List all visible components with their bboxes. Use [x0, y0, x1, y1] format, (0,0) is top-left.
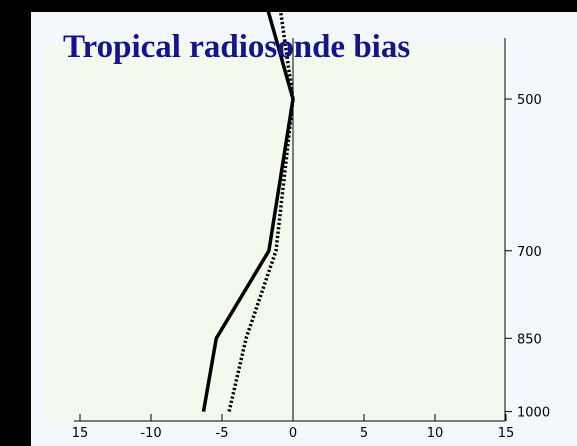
y-tick-label: 500 [517, 93, 542, 108]
x-tick-label: -5 [216, 426, 229, 441]
y-tick-label: 1000 [517, 406, 550, 421]
x-tick-label: 15 [498, 426, 515, 441]
x-tick-label: -10 [140, 426, 161, 441]
chart-title: Tropical radiosonde bias [63, 29, 410, 65]
dotted-bias-line [227, 0, 295, 412]
y-tick-label: 400 [517, 0, 542, 7]
x-tick-label: 10 [427, 426, 444, 441]
x-tick-label: 15 [72, 426, 89, 441]
solid-bias-line [201, 0, 295, 412]
y-tick-label: 850 [517, 332, 542, 347]
series-layer [201, 0, 295, 412]
plot-area [45, 45, 505, 421]
y-tick-label: 700 [517, 245, 542, 260]
x-axis-ticks: 15 -10 -5 0 5 10 15 [72, 414, 515, 441]
x-tick-label: 0 [289, 426, 297, 441]
y-axis-ticks: 701001502002503004005007008501000 [505, 0, 550, 421]
x-tick-label: 5 [360, 426, 368, 441]
